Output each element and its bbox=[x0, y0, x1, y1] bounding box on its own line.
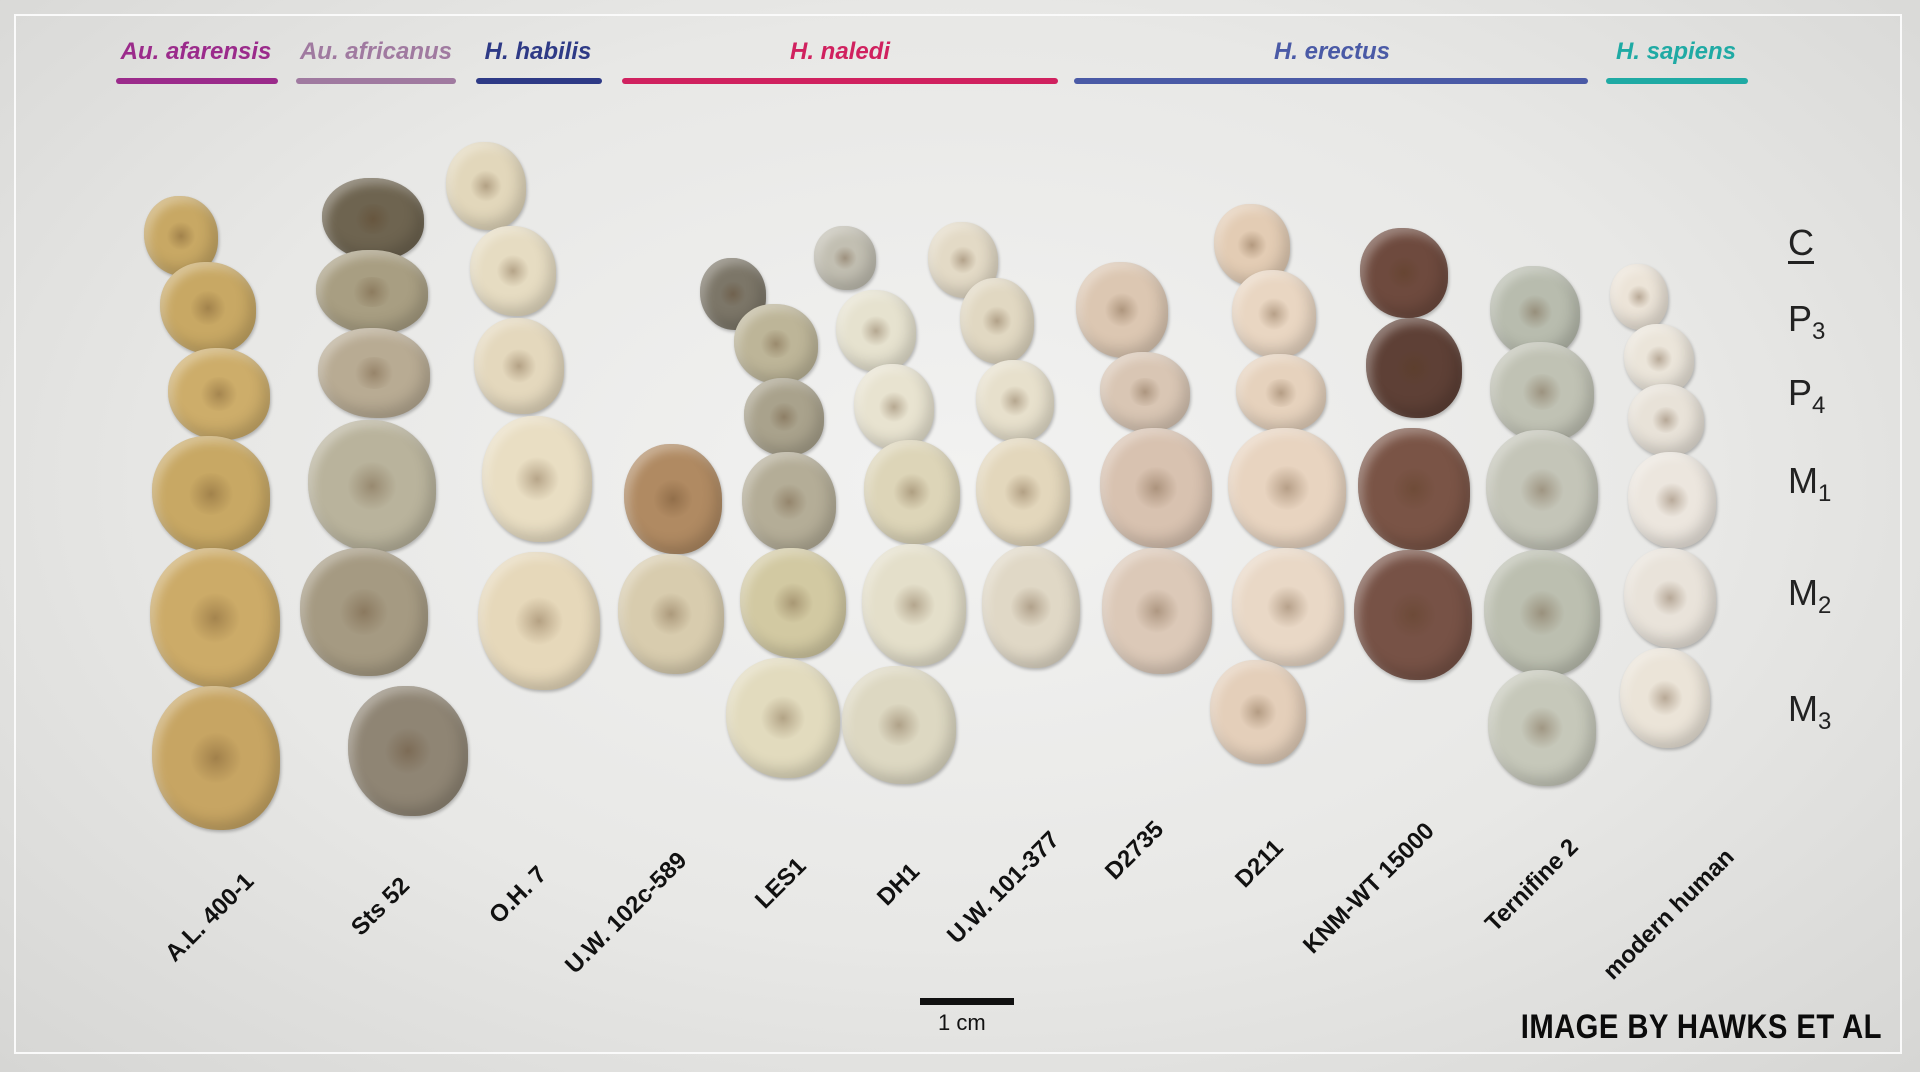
tooth-les1-m1 bbox=[742, 452, 836, 552]
tooth-les1-p3 bbox=[734, 304, 818, 384]
tooth-ternifine-m2 bbox=[1484, 550, 1600, 676]
specimen-label-ternifine-2: Ternifine 2 bbox=[1480, 833, 1584, 938]
tooth-modern-p3 bbox=[1624, 324, 1694, 394]
species-label-h-habilis: H. habilis bbox=[484, 38, 592, 65]
species-line-au-afarensis bbox=[116, 78, 278, 84]
tooth-ternifine-m1 bbox=[1486, 430, 1598, 550]
tooth-label-m1: M1 bbox=[1788, 460, 1832, 508]
tooth-d2735-p4 bbox=[1100, 352, 1190, 432]
tooth-label-m3: M3 bbox=[1788, 688, 1832, 736]
tooth-oh7-m1 bbox=[482, 416, 592, 542]
tooth-uw101-p3 bbox=[960, 278, 1034, 364]
specimen-label-les1: LES1 bbox=[750, 852, 812, 915]
tooth-les1-p4 bbox=[744, 378, 824, 456]
tooth-sts52-p3 bbox=[316, 250, 428, 334]
photo-frame bbox=[14, 14, 1902, 1054]
tooth-d2735-c bbox=[1076, 262, 1168, 358]
tooth-uw101-m2 bbox=[982, 546, 1080, 668]
species-line-h-sapiens bbox=[1606, 78, 1748, 84]
species-line-h-habilis bbox=[476, 78, 602, 84]
specimen-label-modern-human: modern human bbox=[1598, 843, 1740, 986]
species-label-h-sapiens: H. sapiens bbox=[1615, 38, 1737, 65]
scale-bar-label: 1 cm bbox=[938, 1010, 986, 1035]
tooth-les1-m2 bbox=[740, 548, 846, 658]
tooth-al400-p3 bbox=[160, 262, 256, 354]
tooth-modern-c bbox=[1610, 264, 1668, 330]
species-line-h-erectus bbox=[1074, 78, 1588, 84]
specimen-label-al-400-1: A.L. 400-1 bbox=[160, 867, 260, 968]
tooth-sts52-p4 bbox=[318, 328, 430, 418]
specimen-label-knm-wt-15000: KNM-WT 15000 bbox=[1298, 817, 1440, 960]
specimen-label-d211: D211 bbox=[1230, 834, 1289, 894]
tooth-uw102-m1 bbox=[624, 444, 722, 554]
tooth-d211-m1 bbox=[1228, 428, 1346, 548]
tooth-knmwt-m2 bbox=[1354, 550, 1472, 680]
scale-bar bbox=[920, 998, 1014, 1005]
tooth-d2735-m1 bbox=[1100, 428, 1212, 548]
tooth-label-p4: P4 bbox=[1788, 372, 1826, 420]
tooth-sts52-m3 bbox=[348, 686, 468, 816]
specimen-label-oh-7: O.H. 7 bbox=[484, 860, 553, 930]
tooth-sts52-c bbox=[322, 178, 424, 260]
tooth-label-p3: P3 bbox=[1788, 298, 1826, 346]
tooth-les1-m3 bbox=[726, 658, 840, 778]
tooth-dh1-p4 bbox=[854, 364, 934, 450]
species-line-au-africanus bbox=[296, 78, 456, 84]
tooth-al400-c bbox=[144, 196, 218, 276]
tooth-ternifine-m3 bbox=[1488, 670, 1596, 786]
species-label-au-africanus: Au. africanus bbox=[299, 38, 453, 65]
tooth-dh1-m2 bbox=[862, 544, 966, 666]
specimen-label-d2735: D2735 bbox=[1100, 815, 1170, 886]
tooth-modern-m3 bbox=[1620, 648, 1710, 748]
tooth-dh1-m1 bbox=[864, 440, 960, 544]
tooth-modern-m2 bbox=[1624, 548, 1716, 648]
tooth-d2735-m2 bbox=[1102, 548, 1212, 674]
tooth-uw101-m1 bbox=[976, 438, 1070, 546]
specimen-label-uw-102c-589: U.W. 102c-589 bbox=[560, 846, 693, 980]
tooth-al400-m2 bbox=[150, 548, 280, 688]
tooth-d211-p4 bbox=[1236, 354, 1326, 432]
tooth-oh7-c bbox=[446, 142, 526, 230]
tooth-dh1-p3 bbox=[836, 290, 916, 372]
tooth-sts52-m1 bbox=[308, 420, 436, 552]
tooth-al400-p4 bbox=[168, 348, 270, 440]
tooth-sts52-m2 bbox=[300, 548, 428, 676]
tooth-uw102-m2 bbox=[618, 554, 724, 674]
tooth-dh1-c bbox=[814, 226, 876, 290]
tooth-d211-c bbox=[1214, 204, 1290, 286]
species-label-h-erectus: H. erectus bbox=[1273, 38, 1391, 65]
tooth-d211-m3 bbox=[1210, 660, 1306, 764]
tooth-d211-p3 bbox=[1232, 270, 1316, 358]
tooth-uw101-p4 bbox=[976, 360, 1054, 442]
tooth-oh7-p3 bbox=[470, 226, 556, 316]
tooth-modern-p4 bbox=[1628, 384, 1704, 456]
tooth-ternifine-p4 bbox=[1490, 342, 1594, 442]
tooth-oh7-m2 bbox=[478, 552, 600, 690]
tooth-label-m2: M2 bbox=[1788, 572, 1832, 620]
species-line-h-naledi bbox=[622, 78, 1058, 84]
species-label-au-afarensis: Au. afarensis bbox=[120, 38, 272, 65]
tooth-knmwt-c bbox=[1360, 228, 1448, 318]
tooth-al400-m3 bbox=[152, 686, 280, 830]
specimen-label-sts-52: Sts 52 bbox=[346, 871, 416, 942]
species-label-h-naledi: H. naledi bbox=[789, 38, 891, 65]
tooth-knmwt-m1 bbox=[1358, 428, 1470, 550]
specimen-label-dh1: DH1 bbox=[872, 858, 926, 912]
tooth-knmwt-p3 bbox=[1366, 318, 1462, 418]
tooth-d211-m2 bbox=[1232, 548, 1344, 666]
image-credit: IMAGE BY HAWKS ET AL bbox=[1520, 1008, 1882, 1046]
tooth-label-c: C bbox=[1788, 222, 1814, 263]
tooth-ternifine-c bbox=[1490, 266, 1580, 358]
tooth-dh1-m3 bbox=[842, 666, 956, 784]
specimen-label-uw-101-377: U.W. 101-377 bbox=[942, 826, 1065, 950]
tooth-modern-m1 bbox=[1628, 452, 1716, 548]
tooth-oh7-p4 bbox=[474, 318, 564, 414]
tooth-al400-m1 bbox=[152, 436, 270, 552]
